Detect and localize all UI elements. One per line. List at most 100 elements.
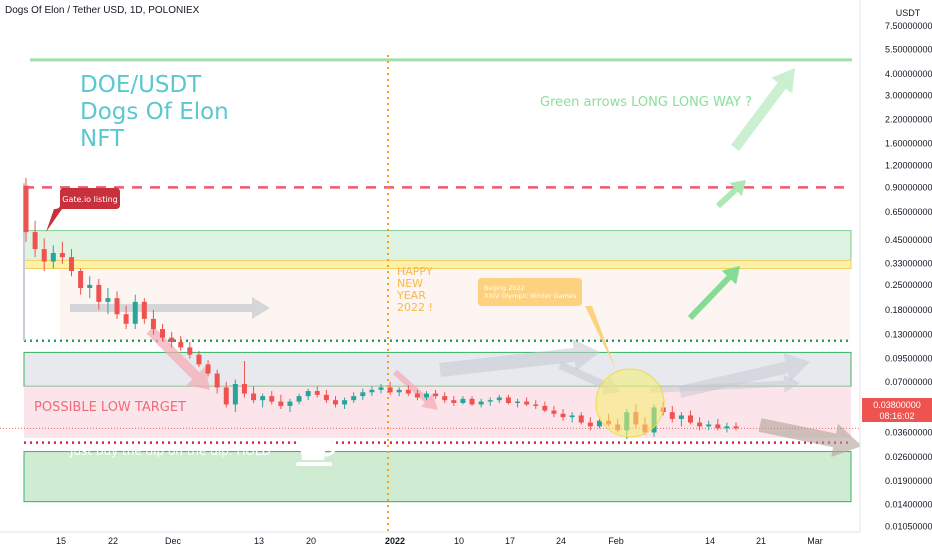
candle-body [424, 393, 430, 398]
price-tick-label: 0.45000000 [885, 235, 932, 245]
candle-body [469, 398, 475, 405]
candle-body [287, 401, 293, 406]
candle-body [687, 415, 693, 423]
time-tick-label: 21 [756, 536, 766, 546]
candle-body [296, 396, 302, 402]
candle-body [78, 271, 84, 288]
candle-body [69, 257, 75, 271]
candle-body [578, 415, 584, 423]
green-resistance-zone [23, 230, 852, 262]
candle-body [451, 400, 457, 403]
candle-body [123, 314, 129, 324]
price-tick-label: 0.01400000 [885, 499, 932, 509]
candle-body [114, 298, 120, 315]
candle-body [560, 413, 566, 418]
candle-body [223, 387, 229, 405]
peach-range-zone [60, 263, 850, 341]
candle-body [569, 415, 575, 418]
candle-body [241, 384, 247, 394]
new-year-line-3: YEAR [396, 289, 426, 302]
candle-body [524, 401, 530, 405]
possible-low-target-label: POSSIBLE LOW TARGET [34, 400, 186, 415]
price-tick-label: 0.33000000 [885, 259, 932, 269]
candle-body [669, 412, 675, 419]
candle-body [515, 401, 521, 403]
time-tick-label: Mar [807, 536, 823, 546]
green-arrow-mid [687, 266, 740, 321]
price-tick-label: 0.65000000 [885, 207, 932, 217]
green-accumulation-zone [23, 451, 852, 503]
candle-body [405, 389, 411, 394]
candle-body [305, 391, 311, 397]
candle-body [50, 253, 56, 262]
beijing-line-2: XXIV Olympic Winter Games [484, 292, 577, 300]
candle-body [697, 422, 703, 427]
candle-body [169, 337, 175, 343]
candle-body [360, 392, 366, 397]
candle-body [232, 384, 238, 405]
candle-body [487, 400, 493, 402]
gate-listing-callout [46, 188, 120, 232]
candle-body [442, 396, 448, 401]
price-tick-label: 7.50000000 [885, 21, 932, 31]
candle-body [132, 301, 138, 324]
price-tick-label: 0.02600000 [885, 452, 932, 462]
time-tick-label: 24 [556, 536, 566, 546]
buy-the-dip-note: Just buy the dip on the dip. HOLD [69, 444, 271, 458]
grey-arrow-thin [649, 374, 800, 393]
time-tick-label: Dec [165, 536, 182, 546]
beijing-callout [478, 278, 616, 370]
time-tick-label: 2022 [385, 536, 405, 546]
candle-body [478, 401, 484, 405]
new-year-line-4: 2022 ! [397, 301, 433, 314]
candle-body [342, 400, 348, 405]
candle-body [378, 387, 384, 390]
candle-body [187, 347, 193, 355]
candle-body [278, 401, 284, 406]
grey-arrow-upper [70, 297, 270, 319]
candle-body [733, 426, 739, 429]
candle-body [542, 405, 548, 411]
time-tick-label: Feb [608, 536, 624, 546]
brown-arrow-down [758, 418, 862, 458]
price-tick-label: 3.00000000 [885, 91, 932, 101]
time-tick-label: 22 [108, 536, 118, 546]
pair-title-line-2: Dogs Of Elon [80, 99, 229, 125]
candle-body [59, 253, 65, 258]
price-tick-label: 0.18000000 [885, 305, 932, 315]
candle-body [496, 397, 502, 401]
grey-arrow-middle [439, 339, 600, 377]
candle-body [433, 393, 439, 397]
candle-body [196, 354, 202, 365]
candle-body [332, 400, 338, 405]
price-tick-label: 0.13000000 [885, 330, 932, 340]
pair-title-line-3: NFT [80, 126, 125, 152]
price-tick-label: 0.07000000 [885, 377, 932, 387]
yellow-level-band [23, 259, 852, 270]
candle-body [387, 387, 393, 393]
price-tick-label: 0.01050000 [885, 521, 932, 531]
candle-body [314, 391, 320, 395]
pair-title-line-1: DOE/USDT [80, 72, 202, 98]
candle-body [533, 404, 539, 406]
price-tick-label: 0.01900000 [885, 476, 932, 486]
pair-title: DOE/USDT Dogs Of Elon NFT [80, 72, 236, 152]
candle-body [596, 420, 602, 427]
green-arrow-big [731, 68, 795, 151]
last-price-badge [862, 398, 932, 422]
candle-body [260, 396, 266, 401]
candle-body [414, 393, 420, 398]
annotation-layer: DOE/USDT Dogs Of Elon NFT Gate.io listin… [34, 72, 752, 466]
candle-body [251, 393, 257, 401]
candle-body [87, 284, 93, 288]
candle-body [706, 424, 712, 427]
candle-body [96, 284, 102, 302]
price-tick-label: 1.20000000 [885, 160, 932, 170]
candle-body [141, 301, 147, 319]
candle-body [205, 364, 211, 374]
chart-header-title: Dogs Of Elon / Tether USD, 1D, POLONIEX [5, 5, 200, 16]
candle-body [178, 342, 184, 348]
level-lines-layer [0, 55, 860, 532]
beijing-note: Beijing 2022 XXIV Olympic Winter Games [484, 284, 577, 300]
